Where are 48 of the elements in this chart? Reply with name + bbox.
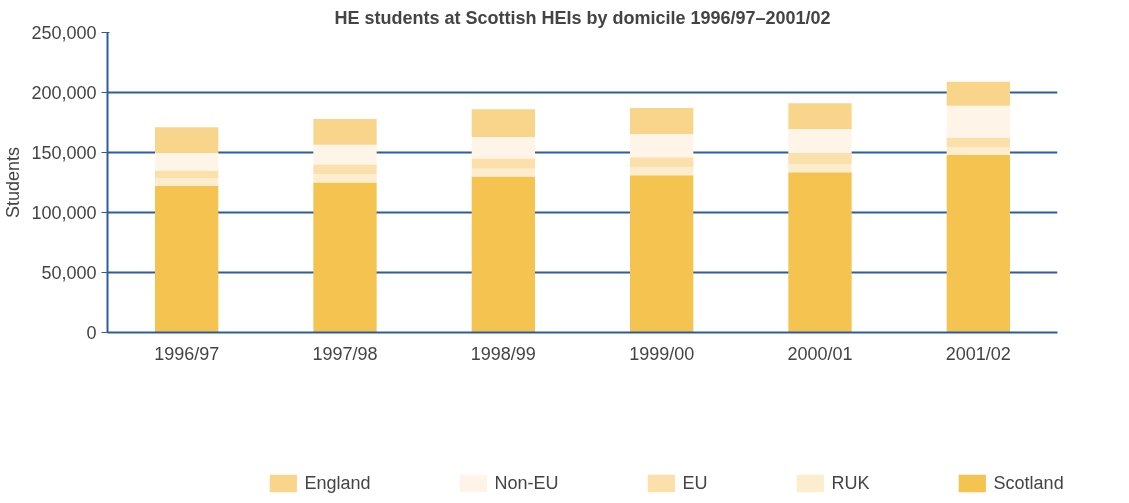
bar [155, 153, 219, 171]
bar [630, 108, 694, 134]
bar [471, 136, 535, 159]
legend-label: England [304, 472, 371, 494]
chart-title: HE students at Scottish HEIs by domicile 1996/97–2001/02 [334, 7, 831, 28]
legend-label: Non-EU [494, 472, 559, 494]
bar [788, 172, 852, 333]
bar [630, 166, 694, 176]
bar [471, 158, 535, 169]
x-tick-label: 1996/97 [154, 343, 220, 364]
x-tick-label: 1998/99 [470, 343, 536, 364]
x-tick-label: 2001/02 [945, 343, 1011, 364]
y-axis-title: Students [3, 146, 24, 219]
bar [313, 144, 377, 165]
legend-label: EU [682, 472, 708, 494]
x-tick-label: 1999/00 [629, 343, 695, 364]
y-tick-label: 150,000 [31, 143, 97, 163]
bar [471, 176, 535, 333]
legend-label: Scotland [993, 472, 1064, 494]
bar [946, 147, 1010, 155]
y-tick-label: 0 [86, 323, 97, 343]
y-tick-label: 200,000 [31, 83, 97, 103]
legend-label: RUK [831, 472, 870, 494]
bar [946, 154, 1010, 333]
x-tick-label: 1997/98 [312, 343, 378, 364]
bar [313, 164, 377, 175]
y-tick-label: 50,000 [41, 263, 97, 283]
bar [313, 174, 377, 183]
bar [155, 178, 219, 187]
bar [313, 118, 377, 145]
bar [946, 105, 1010, 138]
bar [788, 129, 852, 154]
bar [788, 164, 852, 173]
bar [946, 81, 1010, 106]
bar [471, 168, 535, 177]
y-tick-label: 100,000 [31, 203, 97, 223]
bar [630, 133, 694, 158]
bar [471, 109, 535, 137]
bar [313, 182, 377, 333]
bar [788, 153, 852, 165]
bar [946, 137, 1010, 148]
y-tick-label: 250,000 [31, 23, 97, 43]
bar [788, 103, 852, 130]
bar [630, 175, 694, 333]
x-tick-label: 2000/01 [787, 343, 853, 364]
bar [630, 157, 694, 167]
bar [155, 186, 219, 333]
bar [155, 127, 219, 154]
